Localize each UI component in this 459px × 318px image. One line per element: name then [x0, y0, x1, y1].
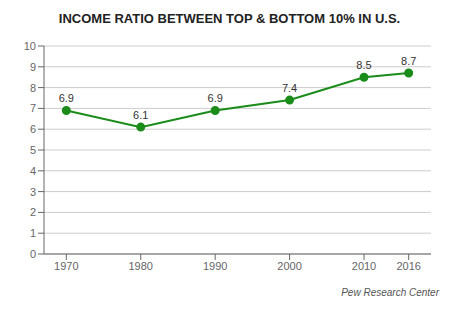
svg-text:2010: 2010 [352, 260, 376, 272]
svg-text:7: 7 [30, 102, 36, 114]
svg-text:6.1: 6.1 [133, 109, 148, 121]
svg-text:10: 10 [24, 40, 36, 52]
svg-text:6: 6 [30, 123, 36, 135]
svg-text:2: 2 [30, 206, 36, 218]
svg-text:5: 5 [30, 144, 36, 156]
svg-text:8.5: 8.5 [356, 59, 371, 71]
svg-text:1: 1 [30, 227, 36, 239]
svg-text:8: 8 [30, 82, 36, 94]
svg-text:0: 0 [30, 248, 36, 260]
svg-text:8.7: 8.7 [401, 55, 416, 67]
svg-text:3: 3 [30, 186, 36, 198]
svg-text:1990: 1990 [203, 260, 227, 272]
svg-text:2000: 2000 [277, 260, 301, 272]
svg-text:9: 9 [30, 61, 36, 73]
svg-text:1980: 1980 [129, 260, 153, 272]
html-text:INCOME RATIO BETWEEN TOP & BOT: INCOME RATIO BETWEEN TOP & BOTTOM 10% IN… [58, 11, 401, 26]
html-text:Pew Research Center: Pew Research Center [341, 287, 439, 298]
svg-text:6.9: 6.9 [208, 92, 223, 104]
svg-text:4: 4 [30, 165, 36, 177]
svg-text:7.4: 7.4 [282, 82, 297, 94]
svg-text:1970: 1970 [54, 260, 78, 272]
svg-text:2016: 2016 [396, 260, 420, 272]
svg-text:6.9: 6.9 [59, 92, 74, 104]
